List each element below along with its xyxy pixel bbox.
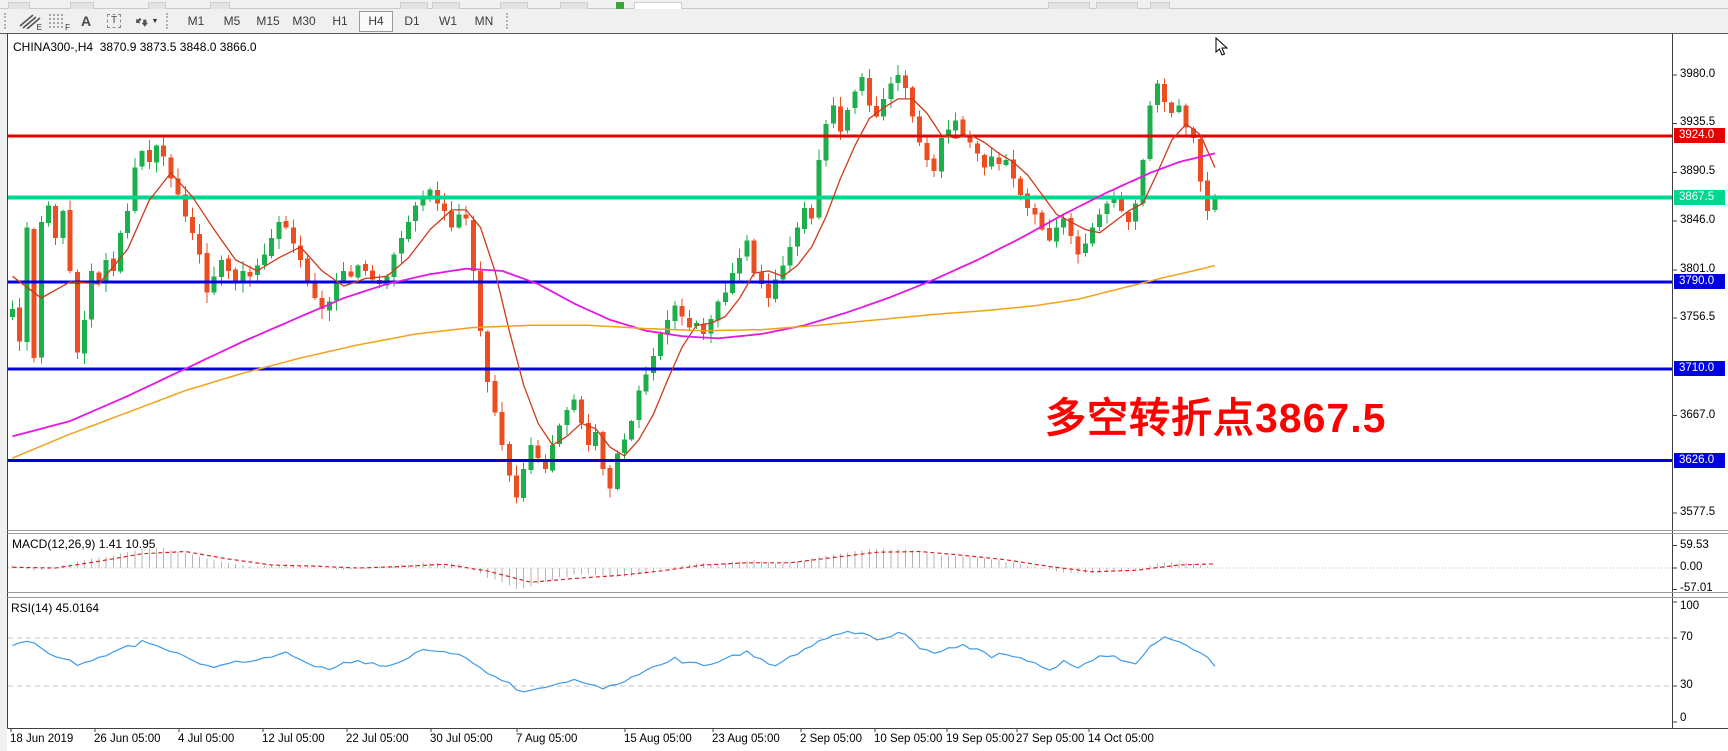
time-tick-label: 23 Aug 05:00: [712, 733, 780, 745]
partial-toolbar-fragment: [500, 2, 528, 9]
time-tick-label: 30 Jul 05:00: [430, 733, 493, 745]
timeframe-button-m1[interactable]: M1: [187, 13, 205, 28]
price-line-badge: 3924.0: [1674, 128, 1725, 143]
timeframe-button-w1[interactable]: W1: [439, 13, 457, 28]
time-tick-label: 26 Jun 05:00: [94, 733, 161, 745]
time-tick-label: 4 Jul 05:00: [178, 733, 235, 745]
mouse-cursor: [1215, 37, 1229, 56]
chevron-down-icon: ▼: [151, 17, 159, 25]
timeframe-button-m30[interactable]: M30: [292, 13, 316, 28]
time-tick-label: 15 Aug 05:00: [624, 733, 692, 745]
time-tick-label: 22 Jul 05:00: [346, 733, 409, 745]
time-tick-label: 27 Sep 05:00: [1016, 733, 1085, 745]
partial-toolbar-fragment: [1096, 2, 1138, 9]
partial-toolbar-fragment: [148, 2, 166, 9]
price-line-badge: 3790.0: [1674, 274, 1725, 289]
time-tick-label: 18 Jun 2019: [10, 733, 74, 745]
price-tick-label: 3890.5: [1680, 165, 1716, 177]
chart-left-gutter: [0, 33, 7, 751]
text-label-tool[interactable]: T: [100, 11, 128, 31]
rsi-tick-label: 0: [1680, 712, 1687, 724]
price-tick-label: 3577.5: [1680, 506, 1716, 518]
toolbar-grip[interactable]: [506, 13, 512, 29]
time-tick-label: 2 Sep 05:00: [800, 733, 863, 745]
macd-tick-label: -57.01: [1680, 582, 1713, 594]
partial-toolbar-fragment: [1048, 2, 1090, 9]
price-tick-label: 3935.5: [1680, 116, 1716, 128]
price-line-badge: 3867.5: [1674, 190, 1725, 205]
partial-toolbar-fragment: [400, 2, 428, 9]
partial-top-toolbar: [0, 0, 1728, 9]
tool-sub-label: E: [36, 23, 42, 32]
partial-toolbar-fragment: [560, 2, 588, 9]
partial-toolbar-fragment: [616, 2, 624, 9]
partial-toolbar-fragment: [210, 2, 230, 9]
price-tick-label: 3756.5: [1680, 311, 1716, 323]
text-tool[interactable]: A: [72, 11, 100, 31]
timeframe-button-h1[interactable]: H1: [332, 13, 348, 28]
partial-toolbar-fragment: [1150, 2, 1170, 9]
rsi-tick-label: 100: [1680, 600, 1700, 612]
chart-title: CHINA300-,H4 3870.9 3873.5 3848.0 3866.0: [13, 40, 257, 54]
timeframe-button-mn[interactable]: MN: [474, 13, 494, 28]
macd-tick-label: 0.00: [1680, 561, 1703, 573]
partial-toolbar-fragment: [8, 2, 30, 9]
price-tick-label: 3980.0: [1680, 68, 1716, 80]
timeframe-button-h4[interactable]: H4: [359, 10, 393, 32]
partial-toolbar-fragment: [432, 2, 460, 9]
time-tick-label: 12 Jul 05:00: [262, 733, 325, 745]
price-scale[interactable]: [1673, 33, 1728, 728]
text-icon: A: [80, 13, 92, 29]
timeframe-button-d1[interactable]: D1: [404, 13, 420, 28]
timeframe-button-m5[interactable]: M5: [223, 13, 241, 28]
rsi-tick-label: 70: [1680, 631, 1693, 643]
rsi-tick-label: 30: [1680, 679, 1693, 691]
partial-toolbar-fragment: [70, 2, 94, 9]
partial-toolbar-fragment: [634, 2, 682, 9]
time-tick-label: 19 Sep 05:00: [946, 733, 1015, 745]
price-chart-svg[interactable]: [0, 33, 1728, 751]
time-scale[interactable]: [0, 729, 1728, 751]
fibo-expansion-tool[interactable]: E: [16, 11, 44, 32]
timeframe-group: M1 M5 M15 M30 H1 H4 D1 W1 MN: [178, 10, 502, 32]
chart-window: [0, 33, 1728, 751]
arrows-tool[interactable]: ▼: [128, 11, 162, 31]
chart-annotation-text[interactable]: 多空转折点3867.5: [1045, 395, 1387, 441]
fibo-retracement-icon: [49, 14, 65, 28]
arrows-icon: [135, 17, 148, 27]
rsi-indicator-label: RSI(14) 45.0164: [11, 601, 100, 615]
timeframe-button-m15[interactable]: M15: [256, 13, 280, 28]
macd-indicator-label: MACD(12,26,9) 1.41 10.95: [12, 537, 156, 551]
macd-tick-label: 59.53: [1680, 539, 1709, 551]
price-tick-label: 3667.0: [1680, 409, 1716, 421]
tool-sub-label: F: [65, 23, 70, 32]
price-line-badge: 3710.0: [1674, 361, 1725, 376]
chart-toolbar: E F A T ▼ M1 M5 M15 M30 H1 H4 D1 W1 MN: [0, 9, 1728, 33]
time-tick-label: 7 Aug 05:00: [516, 733, 578, 745]
fibo-expansion-icon: [19, 14, 41, 29]
text-label-icon: T: [106, 14, 122, 28]
fibo-retracement-tool[interactable]: F: [44, 11, 72, 32]
price-tick-label: 3801.0: [1680, 263, 1716, 275]
toolbar-grip[interactable]: [166, 13, 172, 29]
price-tick-label: 3846.0: [1680, 214, 1716, 226]
time-tick-label: 10 Sep 05:00: [874, 733, 943, 745]
time-tick-label: 14 Oct 05:00: [1088, 733, 1154, 745]
price-line-badge: 3626.0: [1674, 453, 1725, 468]
toolbar-grip[interactable]: [4, 13, 10, 29]
